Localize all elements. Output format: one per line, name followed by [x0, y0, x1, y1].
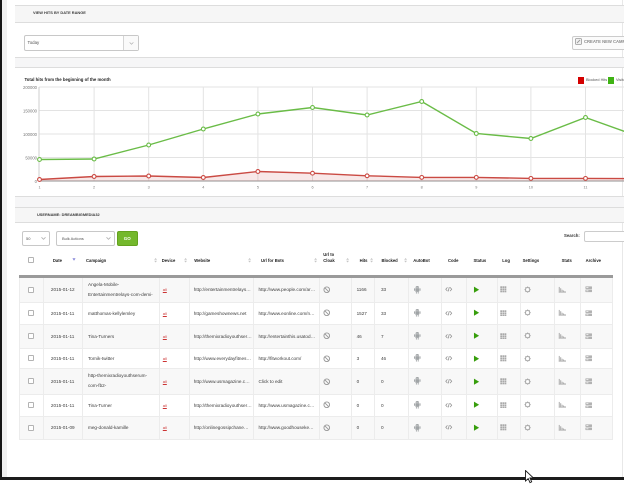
svg-text:50000: 50000	[25, 156, 37, 161]
svg-text:11: 11	[584, 186, 588, 190]
svg-text:100000: 100000	[23, 132, 38, 137]
svg-text:9: 9	[475, 186, 477, 190]
svg-text:150000: 150000	[23, 109, 38, 114]
svg-text:6: 6	[311, 186, 313, 190]
svg-text:4: 4	[202, 186, 204, 190]
svg-text:10: 10	[529, 186, 533, 190]
svg-text:5: 5	[257, 186, 259, 190]
svg-text:200000: 200000	[23, 85, 38, 90]
svg-text:1: 1	[38, 186, 40, 190]
svg-text:7: 7	[366, 186, 368, 190]
svg-text:8: 8	[421, 186, 423, 190]
svg-text:3: 3	[148, 186, 150, 190]
svg-text:2: 2	[93, 186, 95, 190]
